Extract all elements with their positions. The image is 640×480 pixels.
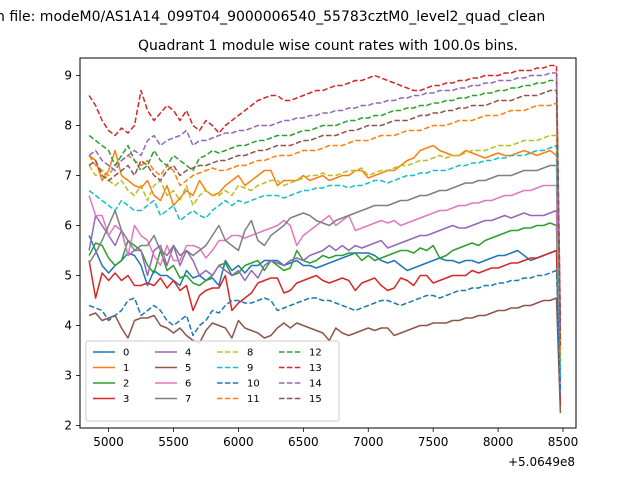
legend-label-1: 1 bbox=[123, 363, 129, 374]
legend-label-9: 9 bbox=[247, 363, 253, 374]
y-tick-label: 6 bbox=[64, 219, 72, 233]
x-tick-label: 7000 bbox=[353, 435, 384, 449]
chart-title: Quadrant 1 module wise count rates with … bbox=[138, 38, 518, 54]
legend-label-2: 2 bbox=[123, 379, 129, 390]
y-tick-label: 8 bbox=[64, 119, 72, 133]
x-offset-label: +5.0649e8 bbox=[508, 455, 575, 469]
series-line-14 bbox=[88, 72, 562, 331]
series-line-6 bbox=[88, 184, 562, 391]
x-axis: 5000 5500 6000 6500 7000 7500 8000 8500 bbox=[93, 428, 578, 449]
series-line-1 bbox=[88, 144, 562, 371]
x-tick-label: 8000 bbox=[483, 435, 514, 449]
y-tick-label: 3 bbox=[64, 369, 72, 383]
series-line-2 bbox=[88, 222, 562, 406]
series-line-15 bbox=[88, 89, 562, 346]
series-line-3 bbox=[88, 249, 562, 406]
legend-label-0: 0 bbox=[123, 348, 129, 359]
legend-label-11: 11 bbox=[247, 394, 260, 405]
series-line-5 bbox=[88, 297, 562, 414]
y-tick-label: 5 bbox=[64, 269, 72, 283]
legend-label-8: 8 bbox=[247, 348, 253, 359]
legend-label-7: 7 bbox=[185, 394, 191, 405]
x-tick-label: 6000 bbox=[223, 435, 254, 449]
x-tick-label: 7500 bbox=[418, 435, 449, 449]
legend-label-14: 14 bbox=[309, 379, 322, 390]
series-line-12 bbox=[88, 79, 562, 336]
x-tick-label: 8500 bbox=[548, 435, 579, 449]
series-line-13 bbox=[88, 64, 562, 321]
x-tick-label: 6500 bbox=[288, 435, 319, 449]
series-layer bbox=[88, 64, 562, 414]
x-tick-label: 5500 bbox=[158, 435, 189, 449]
legend-label-6: 6 bbox=[185, 379, 191, 390]
legend-label-12: 12 bbox=[309, 348, 322, 359]
y-tick-label: 2 bbox=[64, 419, 72, 433]
y-axis: 2 3 4 5 6 7 8 9 bbox=[64, 69, 80, 433]
legend-label-10: 10 bbox=[247, 379, 260, 390]
legend-label-4: 4 bbox=[185, 348, 191, 359]
series-line-10 bbox=[88, 269, 562, 391]
legend-label-3: 3 bbox=[123, 394, 129, 405]
legend-label-5: 5 bbox=[185, 363, 191, 374]
series-line-7 bbox=[88, 164, 562, 341]
x-tick-label: 5000 bbox=[93, 435, 124, 449]
y-tick-label: 7 bbox=[64, 169, 72, 183]
y-tick-label: 4 bbox=[64, 319, 72, 333]
legend-label-15: 15 bbox=[309, 394, 322, 405]
series-line-11 bbox=[88, 102, 562, 356]
axes-frame bbox=[79, 57, 577, 429]
series-line-8 bbox=[88, 134, 562, 366]
legend-box bbox=[85, 340, 340, 422]
figure-suptitle: n file: modeM0/AS1A14_099T04_9000006540_… bbox=[0, 9, 545, 25]
y-tick-label: 9 bbox=[64, 69, 72, 83]
legend-label-13: 13 bbox=[309, 363, 322, 374]
series-line-4 bbox=[88, 209, 562, 396]
series-line-0 bbox=[88, 235, 562, 401]
